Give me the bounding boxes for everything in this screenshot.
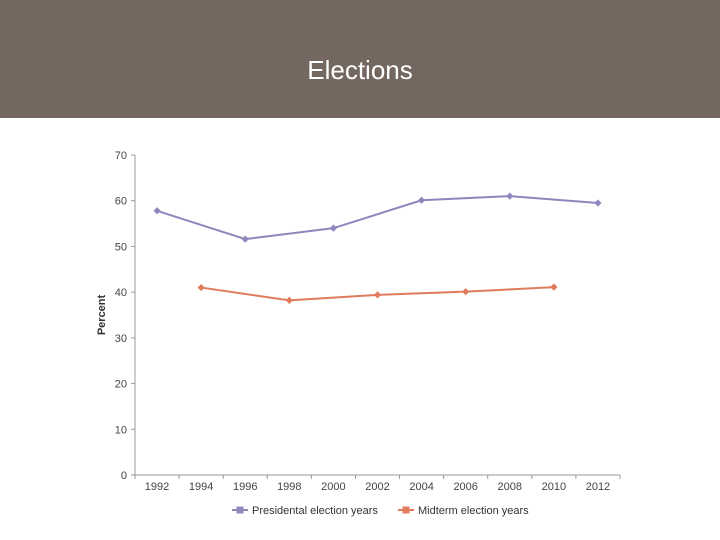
y-tick-label: 40	[115, 287, 127, 299]
x-tick-label: 2008	[498, 481, 522, 493]
y-tick-label: 20	[115, 379, 127, 391]
data-point	[550, 283, 558, 291]
legend-swatch-marker	[236, 506, 244, 514]
x-tick-label: 1998	[277, 481, 301, 493]
data-point	[417, 196, 426, 204]
legend-swatch-marker	[402, 506, 410, 514]
x-tick-label: 1992	[145, 481, 169, 493]
data-point	[285, 296, 293, 304]
data-point	[594, 199, 602, 207]
x-tick-label: 2006	[453, 481, 477, 493]
series-line-1	[156, 195, 599, 241]
x-tick-label: 2010	[542, 481, 566, 493]
y-tick-label: 50	[115, 241, 127, 253]
y-tick-label: 10	[115, 424, 127, 436]
legend-label: Midterm election years	[418, 505, 529, 517]
x-tick-label: 2002	[365, 481, 389, 493]
data-point	[241, 235, 249, 243]
data-point	[197, 283, 205, 292]
data-point	[153, 207, 161, 215]
y-axis-title: Percent	[96, 294, 108, 335]
y-tick-label: 60	[115, 196, 127, 208]
x-tick-label: 1996	[233, 481, 257, 493]
data-point	[462, 288, 470, 296]
x-tick-label: 1994	[189, 481, 213, 493]
data-point	[329, 224, 338, 232]
x-tick-label: 2000	[321, 481, 345, 493]
x-tick-label: 2012	[586, 481, 610, 493]
data-point	[506, 192, 514, 200]
y-tick-label: 0	[121, 470, 127, 482]
data-point	[373, 291, 382, 299]
y-tick-label: 70	[115, 150, 127, 162]
x-tick-label: 2004	[409, 481, 433, 493]
title-banner: Elections	[0, 0, 720, 118]
legend-label: Presidental election years	[252, 505, 378, 517]
y-tick-label: 30	[115, 333, 127, 345]
slide-title: Elections	[307, 55, 413, 85]
